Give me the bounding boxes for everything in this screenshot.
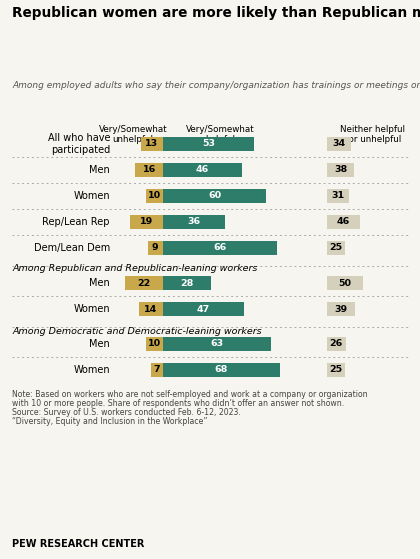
Text: Women: Women — [74, 304, 110, 314]
Text: 14: 14 — [144, 305, 158, 314]
Bar — [136, 163, 163, 177]
Text: 60: 60 — [208, 192, 221, 201]
Bar — [139, 302, 163, 316]
Bar — [327, 189, 349, 203]
Bar — [327, 241, 345, 255]
Text: Neither helpful
nor unhelpful: Neither helpful nor unhelpful — [339, 125, 404, 144]
Bar — [163, 215, 225, 229]
Text: 68: 68 — [215, 366, 228, 375]
Text: 16: 16 — [143, 165, 156, 174]
Text: Men: Men — [89, 165, 110, 175]
Text: 38: 38 — [334, 165, 347, 174]
Text: Men: Men — [89, 339, 110, 349]
Text: 25: 25 — [329, 244, 343, 253]
Text: Source: Survey of U.S. workers conducted Feb. 6-12, 2023.: Source: Survey of U.S. workers conducted… — [12, 408, 241, 417]
Text: Among Republican and Republican-leaning workers: Among Republican and Republican-leaning … — [12, 264, 257, 273]
Bar — [163, 302, 244, 316]
Bar — [146, 337, 163, 351]
Text: Very/Somewhat
unhelpful: Very/Somewhat unhelpful — [99, 125, 167, 144]
Bar — [163, 189, 266, 203]
Bar — [151, 363, 163, 377]
Bar — [163, 137, 254, 151]
Bar — [163, 337, 271, 351]
Text: 53: 53 — [202, 140, 215, 149]
Bar — [327, 163, 354, 177]
Bar — [163, 163, 242, 177]
Text: 19: 19 — [140, 217, 153, 226]
Text: Rep/Lean Rep: Rep/Lean Rep — [42, 217, 110, 227]
Bar — [130, 215, 163, 229]
Text: Very/Somewhat
helpful: Very/Somewhat helpful — [186, 125, 255, 144]
Bar — [163, 276, 211, 290]
Text: Among Democratic and Democratic-leaning workers: Among Democratic and Democratic-leaning … — [12, 327, 262, 336]
Text: Note: Based on workers who are not self-employed and work at a company or organi: Note: Based on workers who are not self-… — [12, 390, 368, 399]
Text: 46: 46 — [337, 217, 350, 226]
Bar — [327, 215, 360, 229]
Text: 47: 47 — [197, 305, 210, 314]
Text: with 10 or more people. Share of respondents who didn’t offer an answer not show: with 10 or more people. Share of respond… — [12, 399, 344, 408]
Text: PEW RESEARCH CENTER: PEW RESEARCH CENTER — [12, 539, 144, 549]
Text: All who have
participated: All who have participated — [47, 133, 110, 155]
Bar — [327, 276, 363, 290]
Text: 26: 26 — [330, 339, 343, 348]
Bar — [327, 302, 355, 316]
Text: 46: 46 — [196, 165, 209, 174]
Text: 7: 7 — [154, 366, 160, 375]
Text: Women: Women — [74, 365, 110, 375]
Text: 63: 63 — [210, 339, 224, 348]
Text: 66: 66 — [213, 244, 226, 253]
Text: 10: 10 — [148, 339, 161, 348]
Bar — [125, 276, 163, 290]
Text: 10: 10 — [148, 192, 161, 201]
Text: 31: 31 — [332, 192, 345, 201]
Bar — [163, 241, 276, 255]
Text: Men: Men — [89, 278, 110, 288]
Text: 22: 22 — [137, 278, 151, 287]
Bar — [163, 363, 280, 377]
Bar — [146, 189, 163, 203]
Text: 9: 9 — [152, 244, 159, 253]
Text: Dem/Lean Dem: Dem/Lean Dem — [34, 243, 110, 253]
Text: Republican women are more likely than Republican men to say the DEI trainings th: Republican women are more likely than Re… — [12, 6, 420, 20]
Bar — [327, 137, 352, 151]
Text: 50: 50 — [339, 278, 352, 287]
Text: 36: 36 — [187, 217, 200, 226]
Text: Women: Women — [74, 191, 110, 201]
Text: Among employed adults who say their company/organization has trainings or meetin: Among employed adults who say their comp… — [12, 81, 420, 90]
Bar — [147, 241, 163, 255]
Text: “Diversity, Equity and Inclusion in the Workplace”: “Diversity, Equity and Inclusion in the … — [12, 417, 207, 426]
Bar — [141, 137, 163, 151]
Bar — [327, 337, 346, 351]
Text: 25: 25 — [329, 366, 343, 375]
Text: 28: 28 — [181, 278, 194, 287]
Bar — [327, 363, 345, 377]
Text: 34: 34 — [333, 140, 346, 149]
Text: 39: 39 — [334, 305, 348, 314]
Text: 13: 13 — [145, 140, 158, 149]
